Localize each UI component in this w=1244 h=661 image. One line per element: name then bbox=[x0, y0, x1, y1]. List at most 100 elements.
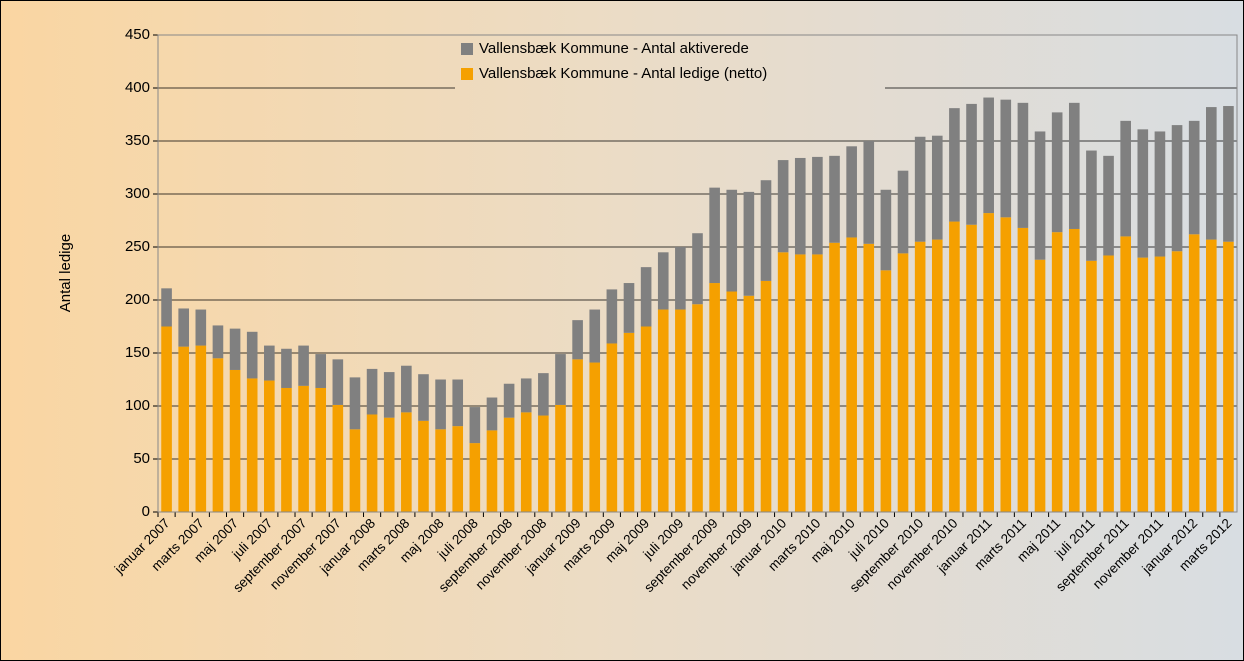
bar-segment bbox=[657, 309, 669, 512]
bar-segment bbox=[640, 326, 652, 512]
bar-segment bbox=[1034, 259, 1046, 512]
bar-segment bbox=[486, 430, 498, 512]
y-tick-label: 200 bbox=[125, 291, 150, 308]
bar-segment bbox=[949, 221, 960, 512]
bar-segment bbox=[1154, 131, 1166, 257]
bar-segment bbox=[366, 414, 378, 512]
bar-segment bbox=[246, 331, 258, 379]
bar-segment bbox=[863, 141, 875, 244]
bar-segment bbox=[1051, 112, 1063, 233]
bar-segment bbox=[897, 170, 909, 254]
bar-segment bbox=[777, 252, 789, 513]
bar-segment bbox=[520, 378, 532, 413]
bar-segment bbox=[966, 103, 977, 225]
y-tick-label: 300 bbox=[125, 185, 150, 202]
bar-segment bbox=[503, 417, 515, 512]
bar-segment bbox=[452, 379, 464, 427]
bar-segment bbox=[332, 359, 344, 405]
bar-segment bbox=[794, 157, 806, 255]
bar-segment bbox=[675, 247, 686, 310]
bar-segment bbox=[1137, 129, 1149, 258]
y-tick-label: 150 bbox=[125, 344, 150, 361]
bar-segment bbox=[846, 146, 857, 238]
bar-segment bbox=[212, 325, 224, 359]
bar-segment bbox=[931, 135, 943, 240]
bar-segment bbox=[623, 283, 635, 333]
bar-segment bbox=[1137, 257, 1149, 512]
legend-swatch bbox=[461, 68, 473, 80]
bar-segment bbox=[846, 237, 857, 512]
bar-segment bbox=[743, 191, 755, 296]
bar-segment bbox=[880, 270, 892, 512]
bar-segment bbox=[264, 345, 275, 381]
bar-segment bbox=[195, 309, 207, 346]
bar-segment bbox=[1188, 120, 1200, 235]
bar-segment bbox=[383, 417, 395, 512]
bar-segment bbox=[229, 328, 241, 370]
bar-segment bbox=[880, 189, 892, 271]
bar-segment bbox=[1017, 102, 1029, 228]
legend: Vallensbæk Kommune - Antal aktiverede Val… bbox=[455, 37, 885, 95]
bar-segment bbox=[1034, 131, 1046, 260]
bar-segment bbox=[914, 241, 926, 512]
bar-segment bbox=[555, 404, 566, 512]
bar-segment bbox=[692, 304, 703, 512]
bar-segment bbox=[486, 397, 498, 431]
bar-segment bbox=[366, 368, 378, 415]
bar-segment bbox=[298, 345, 309, 386]
bar-segment bbox=[914, 136, 926, 242]
bar-segment bbox=[178, 346, 189, 512]
bar-segment bbox=[452, 426, 464, 512]
bar-segment bbox=[760, 180, 772, 281]
bar-segment bbox=[1188, 234, 1200, 512]
y-tick-label: 450 bbox=[125, 26, 150, 43]
bar-segment bbox=[1086, 150, 1097, 261]
y-tick-label: 0 bbox=[142, 503, 150, 520]
bar-segment bbox=[281, 348, 292, 388]
bar-segment bbox=[1171, 251, 1183, 513]
bar-segment bbox=[349, 377, 361, 430]
bar-segment bbox=[949, 108, 960, 222]
bar-segment bbox=[897, 253, 909, 513]
bar-segment bbox=[1000, 99, 1012, 218]
bar-segment bbox=[1086, 260, 1097, 512]
bar-segment bbox=[161, 326, 172, 512]
bar-segment bbox=[572, 320, 583, 360]
bar-segment bbox=[1000, 217, 1012, 512]
legend-label: Vallensbæk Kommune - Antal ledige (netto… bbox=[479, 65, 767, 82]
bar-segment bbox=[1068, 102, 1080, 229]
bar-segment bbox=[315, 354, 327, 388]
bar-segment bbox=[709, 187, 720, 284]
bar-segment bbox=[538, 415, 549, 512]
bar-segment bbox=[1154, 256, 1166, 512]
bar-segment bbox=[726, 189, 738, 292]
y-tick-label: 250 bbox=[125, 238, 150, 255]
bar-segment bbox=[931, 239, 943, 512]
bar-segment bbox=[743, 295, 755, 512]
bar-segment bbox=[726, 291, 738, 512]
y-tick-label: 100 bbox=[125, 397, 150, 414]
bar-segment bbox=[606, 289, 618, 344]
bar-segment bbox=[418, 374, 429, 421]
bar-segment bbox=[1206, 107, 1217, 240]
bar-segment bbox=[435, 379, 446, 430]
bar-segment bbox=[538, 373, 549, 416]
bar-segment bbox=[229, 369, 241, 512]
bar-segment bbox=[212, 358, 224, 512]
bar-segment bbox=[418, 420, 429, 512]
bar-segment bbox=[435, 429, 446, 512]
y-axis-label: Antal ledige bbox=[57, 234, 74, 312]
bar-segment bbox=[657, 252, 669, 310]
bar-segment bbox=[1068, 228, 1080, 513]
bar-segment bbox=[1206, 239, 1217, 512]
bar-segment bbox=[1171, 125, 1183, 252]
bar-segment bbox=[383, 372, 395, 418]
bar-segment bbox=[640, 267, 652, 327]
bar-segment bbox=[1223, 241, 1234, 512]
bar-segment bbox=[572, 359, 583, 512]
bar-segment bbox=[178, 308, 189, 347]
bar-segment bbox=[1051, 232, 1063, 512]
bar-segment bbox=[315, 387, 327, 512]
bar-segment bbox=[503, 383, 515, 418]
bar-segment bbox=[589, 362, 601, 512]
